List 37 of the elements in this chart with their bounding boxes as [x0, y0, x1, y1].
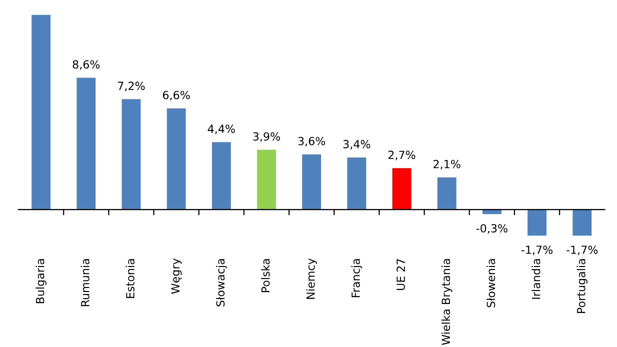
bar	[528, 210, 546, 236]
x-tick-label: Słowacja	[216, 259, 227, 306]
x-tick-label: Portugalia	[576, 259, 588, 313]
bar	[572, 210, 592, 236]
x-tick-label: UE 27	[396, 259, 405, 290]
data-label: 7,2%	[118, 82, 145, 92]
bar	[302, 154, 322, 210]
data-label: 2,1%	[434, 160, 460, 170]
bar	[212, 142, 231, 210]
bar	[347, 157, 366, 210]
bar	[76, 78, 96, 210]
data-label: -1,7%	[566, 246, 598, 256]
bar	[122, 99, 141, 210]
data-label: 6,6%	[162, 90, 190, 100]
bar	[392, 168, 412, 210]
x-tick-label: Wielka Brytania	[441, 259, 452, 345]
data-label: 2,7%	[388, 150, 416, 160]
bar	[166, 108, 186, 210]
x-tick-label: Irlandia	[532, 259, 540, 299]
data-label: 3,9%	[253, 132, 280, 142]
data-label: 3,4%	[343, 140, 370, 150]
x-tick-label: Francja	[351, 259, 362, 298]
x-tick-label: Niemcy	[306, 258, 317, 299]
x-tick-label: Węgry	[171, 258, 182, 294]
data-label: 3,6%	[298, 136, 326, 146]
x-tick-label: Słowenia	[486, 259, 496, 308]
x-tick-label: Rumunia	[80, 259, 90, 306]
data-label: -1,7%	[521, 246, 553, 256]
x-tick-label: Polska	[261, 259, 270, 292]
x-tick-label: Bulgaria	[36, 259, 46, 304]
data-label: 8,6%	[72, 60, 100, 70]
data-label: -0,3%	[476, 224, 508, 234]
bar	[437, 177, 456, 210]
bar	[32, 14, 51, 210]
x-tick-label: Estonia	[126, 259, 134, 298]
bar	[257, 150, 276, 210]
data-label: 4,4%	[208, 124, 235, 134]
